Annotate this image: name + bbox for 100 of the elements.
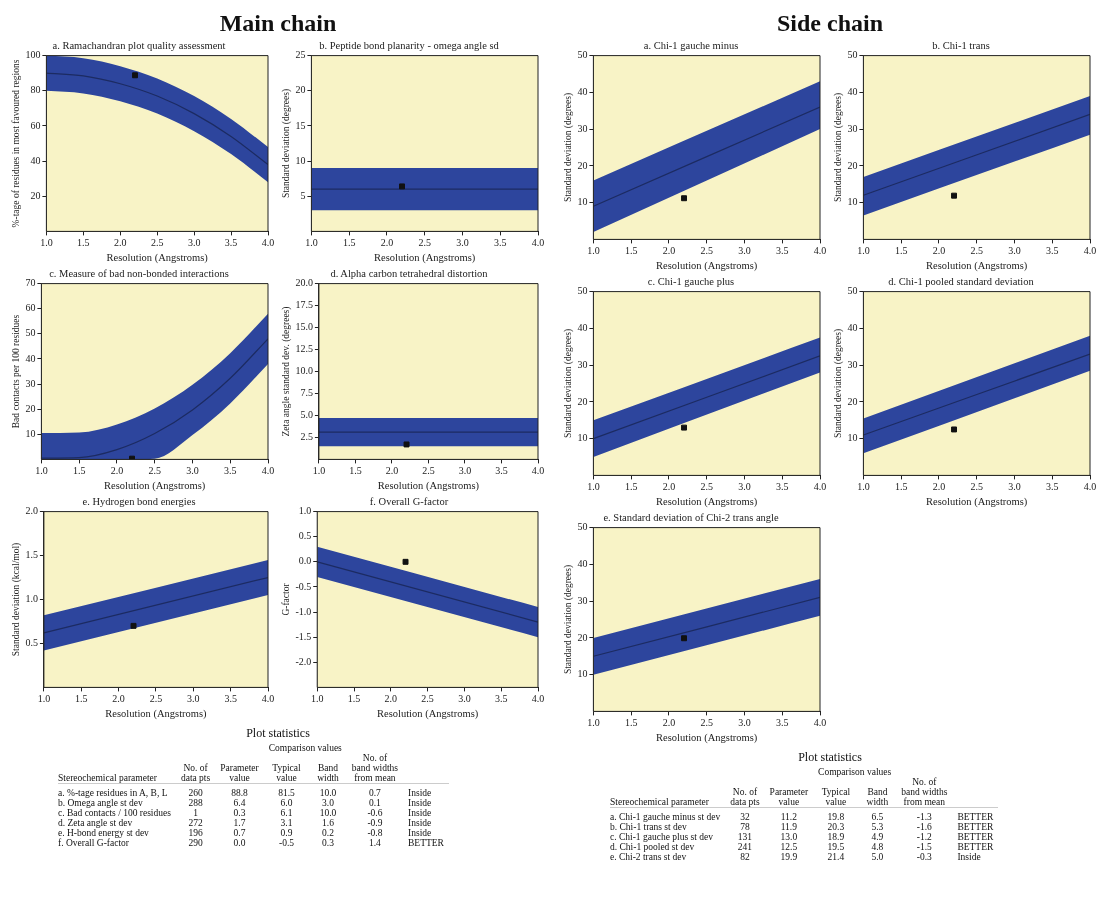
data-label: 4.8 xyxy=(870,842,885,852)
x-axis-title: Resolution (Angstroms) xyxy=(656,496,758,509)
text: No. of band widths from mean xyxy=(351,753,399,783)
y-tick-label: 40 xyxy=(30,154,41,166)
data-label: 82 xyxy=(739,852,751,862)
x-tick-label: 2.0 xyxy=(932,245,946,257)
x-tick-label: 1.5 xyxy=(624,245,638,257)
data-label: 1.4 xyxy=(368,838,382,848)
y-tick-label: 40 xyxy=(25,352,36,364)
data-label: -1.5 xyxy=(915,842,933,852)
x-tick-label: 2.0 xyxy=(662,245,676,257)
data-label: 5.3 xyxy=(870,822,885,832)
x-tick-label: 3.0 xyxy=(458,693,471,705)
y-axis-title: Zeta angle standard dev. (degrees) xyxy=(281,306,293,437)
category-label: e. Chi-2 trans st dev xyxy=(610,852,688,862)
y-axis-title: Standard deviation (degrees) xyxy=(563,328,575,439)
x-tick-label: 3.5 xyxy=(1045,245,1059,257)
y-tick-label: 50 xyxy=(847,49,858,61)
x-tick-label: 3.5 xyxy=(224,693,237,705)
x-axis-title: Resolution (Angstroms) xyxy=(926,260,1028,273)
y-tick-label: 50 xyxy=(577,285,588,297)
x-tick-label: 2.5 xyxy=(970,245,983,257)
x-tick-label: 4.0 xyxy=(813,717,827,729)
y-tick-label: 20.0 xyxy=(295,277,313,289)
data-label: -1.3 xyxy=(915,811,933,822)
x-tick-label: 3.5 xyxy=(494,693,508,705)
y-tick-label: 5 xyxy=(300,189,306,201)
x-tick-label: 3.0 xyxy=(738,245,751,257)
chart-title: b. Chi-1 trans xyxy=(932,40,990,52)
chart-title: c. Measure of bad non-bonded interactions xyxy=(49,268,229,280)
y-tick-label: 10 xyxy=(295,154,306,166)
y-tick-label: 40 xyxy=(577,85,588,97)
text: Parameter value xyxy=(220,763,259,783)
text: No. of data pts xyxy=(730,787,760,807)
y-axis-title: Standard deviation (degrees) xyxy=(833,328,845,439)
x-tick-label: 1.5 xyxy=(347,693,361,705)
data-label: BETTER xyxy=(956,832,995,842)
chart-title: c. Chi-1 gauche plus xyxy=(647,276,735,288)
y-tick-label: 0.0 xyxy=(298,555,312,567)
text: Parameter value xyxy=(769,787,809,807)
y-tick-label: 20 xyxy=(577,631,588,643)
y-tick-label: 10 xyxy=(577,668,588,680)
data-label: Inside xyxy=(407,828,433,838)
y-tick-label: 2.5 xyxy=(300,431,313,443)
text: Band width xyxy=(865,787,890,807)
y-tick-label: 25 xyxy=(295,49,306,61)
category-label: b. Chi-1 trans st dev xyxy=(610,822,688,832)
data-label: 1.6 xyxy=(321,818,335,828)
data-label: 6.1 xyxy=(279,808,294,818)
y-tick-label: 40 xyxy=(577,557,588,569)
line-series xyxy=(46,72,268,166)
data-label: 10.0 xyxy=(318,787,338,798)
y-tick-label: -0.5 xyxy=(295,580,312,592)
y-axis-title: Standard deviation (degrees) xyxy=(563,564,575,675)
data-label: 131 xyxy=(736,832,754,842)
y-tick-label: -2.0 xyxy=(295,655,312,667)
x-tick-label: 3.5 xyxy=(493,237,507,249)
y-tick-label: 10 xyxy=(577,196,588,208)
x-tick-label: 1.0 xyxy=(857,245,870,257)
y-tick-label: 15.0 xyxy=(295,321,313,333)
category-label: d. Chi-1 pooled st dev xyxy=(610,842,696,852)
x-tick-label: 1.0 xyxy=(587,481,600,493)
y-tick-label: 50 xyxy=(577,521,588,533)
x-tick-label: 1.5 xyxy=(349,465,362,477)
x-tick-label: 4.0 xyxy=(261,465,275,477)
text: Band width xyxy=(316,763,340,783)
x-tick-label: 4.0 xyxy=(531,465,545,477)
y-tick-label: 60 xyxy=(30,119,41,131)
y-tick-label: 30 xyxy=(577,358,588,370)
category-label: d. Zeta angle st dev xyxy=(58,818,134,828)
x-tick-label: 4.0 xyxy=(531,693,545,705)
y-tick-label: 0.5 xyxy=(298,530,312,542)
category-label: c. Chi-1 gauche plus st dev xyxy=(610,832,714,842)
data-label: 11.2 xyxy=(779,811,798,822)
category-label: e. H-bond energy st dev xyxy=(58,828,150,838)
text: Typical value xyxy=(820,787,852,807)
y-axis-title: G-factor xyxy=(281,582,292,616)
category-label: b. Omega angle st dev xyxy=(58,798,144,808)
category-label: f. Overall G-factor xyxy=(58,838,130,848)
data-label: 6.0 xyxy=(279,798,294,808)
y-axis-title: %-tage of residues in most favoured regions xyxy=(11,59,22,228)
data-label: -0.9 xyxy=(366,818,384,828)
x-tick-label: 1.0 xyxy=(857,481,870,493)
x-axis-title: Resolution (Angstroms) xyxy=(656,732,758,745)
x-axis-title: Resolution (Angstroms) xyxy=(656,260,758,273)
y-tick-label: 10 xyxy=(577,432,588,444)
x-tick-label: 2.0 xyxy=(385,465,399,477)
data-label: 21.4 xyxy=(826,852,846,862)
data-label: 20.3 xyxy=(826,822,846,832)
x-tick-label: 2.0 xyxy=(932,481,946,493)
y-tick-label: 20 xyxy=(25,402,36,414)
category-label: c. Bad contacts / 100 residues xyxy=(58,808,172,818)
x-tick-label: 2.0 xyxy=(384,693,398,705)
data-label: 13.0 xyxy=(779,832,799,842)
data-label: 0.7 xyxy=(368,787,382,798)
chart-title: e. Hydrogen bond energies xyxy=(82,496,196,508)
x-tick-label: 2.0 xyxy=(662,481,676,493)
y-tick-label: 7.5 xyxy=(300,387,313,399)
y-tick-label: 10 xyxy=(25,427,36,439)
data-label: 10.0 xyxy=(318,808,338,818)
